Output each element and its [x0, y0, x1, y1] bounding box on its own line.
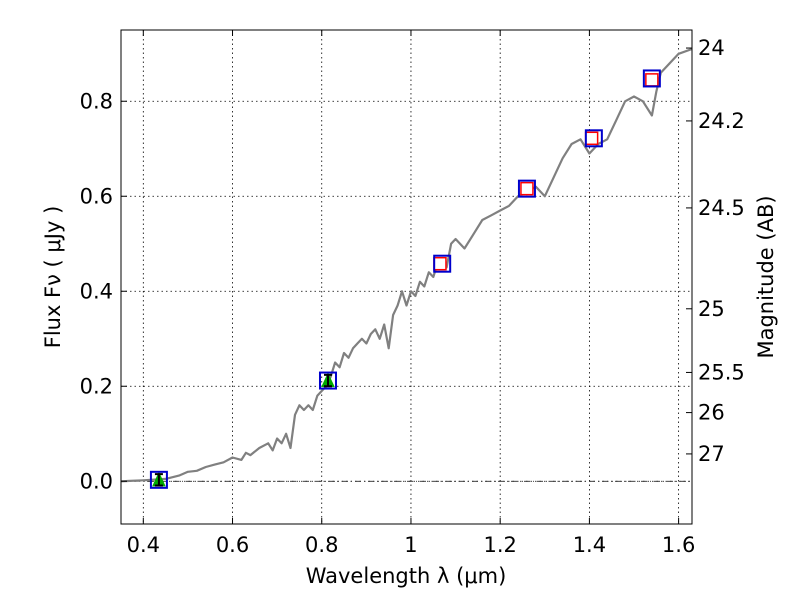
x-tick-label: 0.6 — [216, 533, 249, 557]
x-tick-label: 1.4 — [573, 533, 606, 557]
right-tick-label: 26 — [698, 401, 725, 425]
observed-flux-marker — [584, 131, 599, 146]
right-tick-label: 25.5 — [698, 360, 745, 384]
y-tick-label: 0.2 — [80, 374, 113, 398]
observed-flux-marker — [433, 256, 447, 271]
grid — [121, 30, 692, 524]
ticks: 0.4 0.6 0.8 1 1.2 1.4 1.6 0.0 0.2 0.4 0.6 0.8 24 24.2… — [80, 30, 745, 557]
model-band-marker — [642, 69, 661, 88]
y-tick-label: 0.8 — [80, 89, 113, 113]
series-line — [120, 47, 693, 483]
right-tick-label: 24.5 — [698, 196, 745, 220]
y-axis-title: Flux Fν ( μJy ) — [41, 206, 65, 349]
right-tick-label: 24.2 — [698, 109, 745, 133]
right-tick-label: 24 — [698, 36, 725, 60]
x-tick-label: 1.2 — [483, 533, 516, 557]
right-tick-label: 27 — [698, 442, 725, 466]
x-tick-label: 1 — [404, 533, 417, 557]
x-axis-title: Wavelength λ (μm) — [306, 564, 507, 588]
x-tick-label: 1.6 — [662, 533, 695, 557]
model-band-marker — [433, 254, 452, 273]
model-band-marker — [149, 470, 168, 489]
model-band-marker — [318, 371, 337, 390]
y-tick-label: 0.6 — [80, 184, 113, 208]
observed-flux-marker — [520, 181, 534, 196]
model-band-marker — [517, 179, 536, 198]
plot-frame — [120, 29, 693, 525]
series-layer — [120, 47, 693, 483]
y-tick-label: 0.0 — [80, 469, 113, 493]
right-tick-label: 25 — [698, 297, 725, 321]
observed-flux-marker — [645, 73, 659, 87]
model-band-marker — [584, 129, 603, 148]
right-axis-title: Magnitude (AB) — [754, 195, 778, 358]
y-tick-label: 0.4 — [80, 279, 113, 303]
x-tick-label: 0.4 — [127, 533, 160, 557]
points-layer — [149, 69, 661, 489]
x-tick-label: 0.8 — [305, 533, 338, 557]
